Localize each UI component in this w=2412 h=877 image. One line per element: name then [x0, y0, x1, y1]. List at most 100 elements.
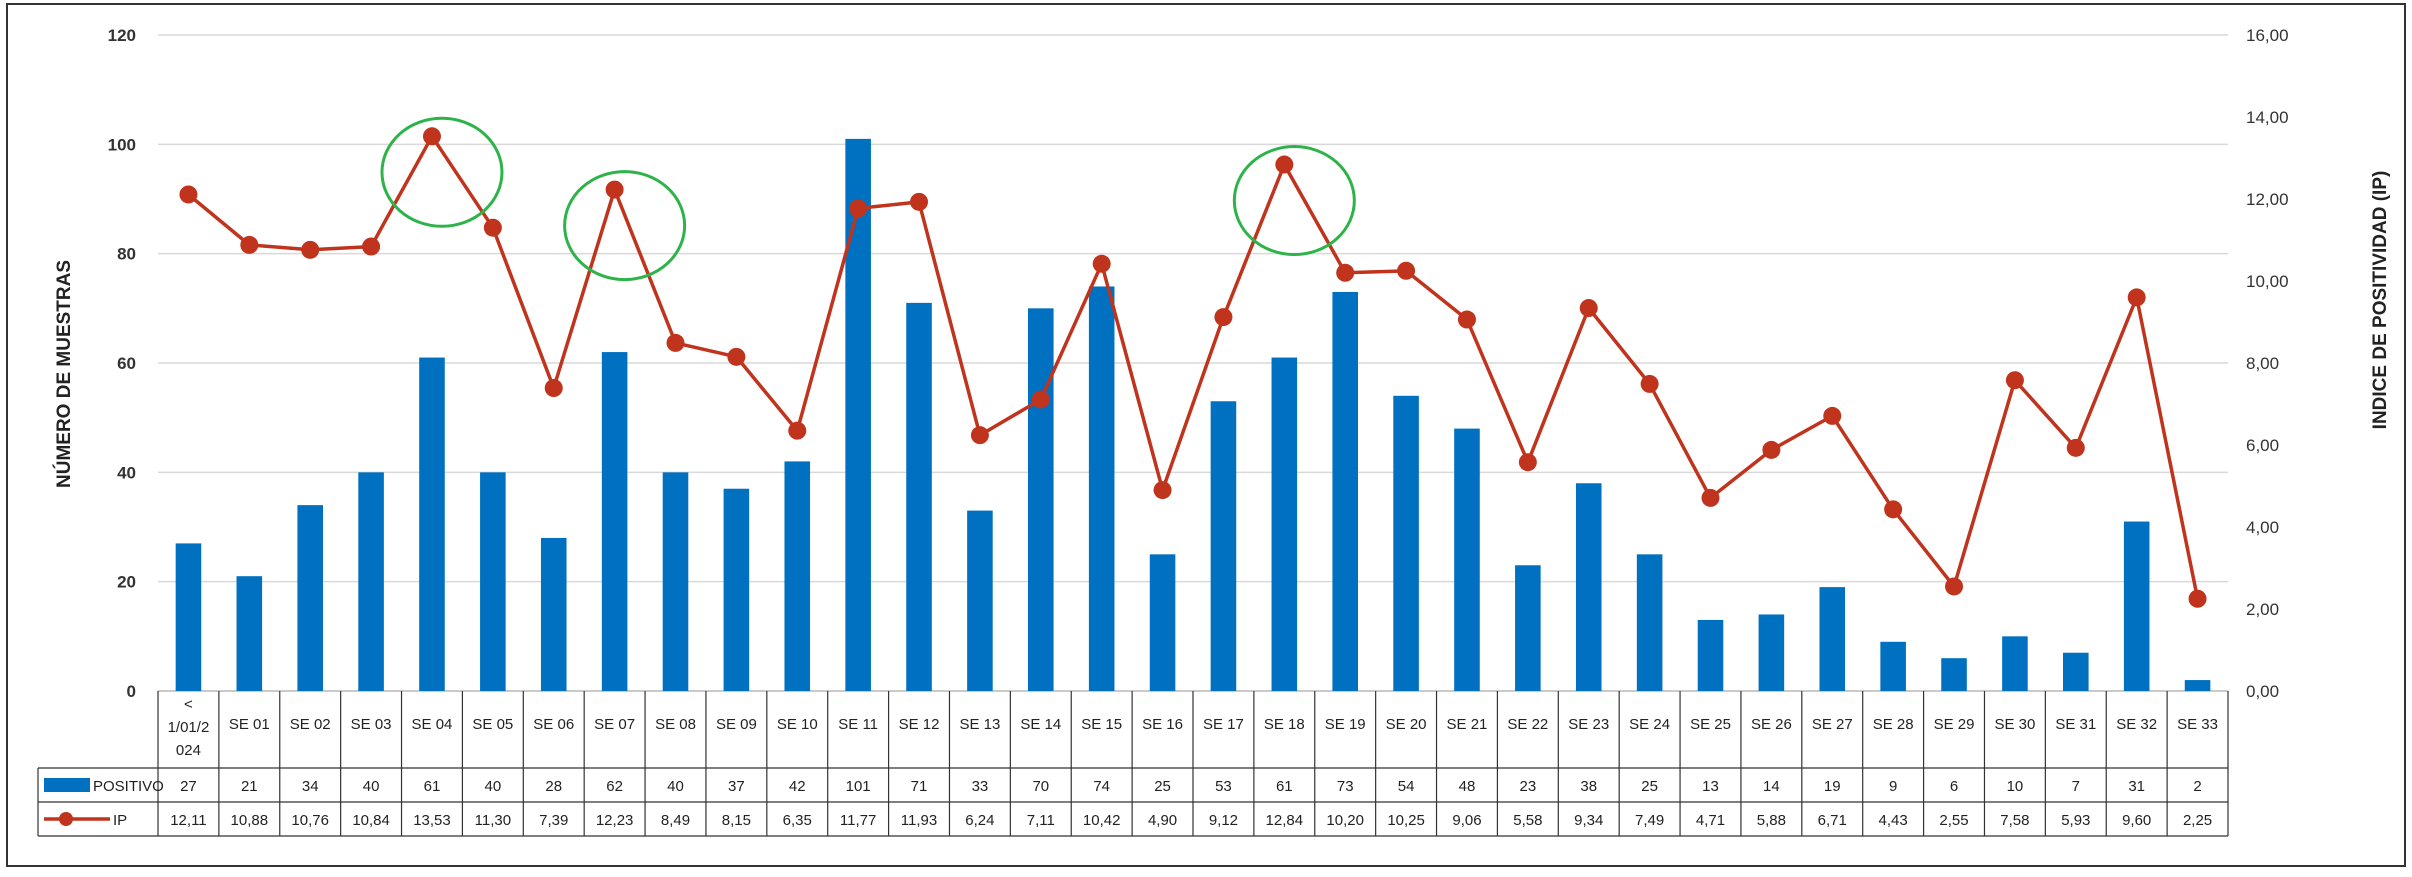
- ip-point: [1945, 577, 1964, 596]
- left-axis: 0 20 40 60 80 100 120: [108, 26, 136, 701]
- table-cell-ip: 11,30: [475, 812, 511, 829]
- table-cell-ip: 12,11: [170, 812, 206, 829]
- table-cell-ip: 12,23: [596, 812, 634, 829]
- x-tick-label: SE 12: [899, 716, 940, 733]
- x-tick-label: SE 04: [412, 716, 453, 733]
- y-tick-label-left: 0: [127, 682, 136, 701]
- x-tick-label: SE 06: [533, 716, 574, 733]
- legend-key-ip-marker: [59, 812, 73, 826]
- x-tick-label: SE 13: [959, 716, 1000, 733]
- ip-point: [1884, 500, 1903, 519]
- x-tick-label: SE 21: [1447, 716, 1488, 733]
- x-tick-label: SE 23: [1568, 716, 1609, 733]
- bar-positivo: [1941, 658, 1967, 691]
- table-cell-ip: 4,90: [1148, 812, 1177, 829]
- x-tick-label: SE 09: [716, 716, 757, 733]
- bar-positivo: [1819, 587, 1846, 691]
- y-tick-label-right: 12,00: [2246, 190, 2289, 209]
- ip-point: [1275, 155, 1294, 174]
- ip-point: [1031, 390, 1050, 409]
- bar-positivo: [1636, 554, 1663, 691]
- ip-point: [1457, 310, 1476, 329]
- table-cell-positivo: 13: [1702, 778, 1719, 795]
- table-cell-positivo: 61: [424, 778, 441, 795]
- ip-point: [970, 426, 989, 445]
- right-axis: 0,00 2,00 4,00 6,00 8,00 10,00 12,00 14,00 16,00: [2246, 26, 2289, 701]
- data-table: <1/01/2 024 SE 01 SE 02 SE 03 SE 04 SE 05 SE 06…: [37, 691, 2229, 837]
- table-cell-ip: 10,25: [1387, 812, 1425, 829]
- ip-point: [362, 237, 381, 256]
- bar-positivo: [358, 472, 384, 691]
- bar-positivo: [297, 505, 323, 691]
- table-cell-ip: 6,24: [965, 812, 994, 829]
- bar-positivo: [601, 352, 628, 691]
- x-tick-label: SE 11: [838, 716, 878, 733]
- y-axis-label-left: NÚMERO DE MUESTRAS: [53, 260, 75, 488]
- y-tick-label-right: 0,00: [2246, 682, 2279, 701]
- x-tick-label: SE 05: [472, 716, 513, 733]
- bar-positivo: [1880, 641, 1906, 691]
- bar-positivo: [540, 537, 567, 691]
- legend-label-positivo: POSITIVO: [93, 778, 164, 795]
- table-cell-positivo: 40: [363, 778, 380, 795]
- bar-positivo: [1210, 401, 1237, 691]
- table-cell-ip: 4,71: [1696, 812, 1725, 829]
- ip-point: [1518, 453, 1537, 472]
- x-tick-label: SE 24: [1629, 716, 1670, 733]
- bar-positivo: [1028, 308, 1054, 691]
- table-cell-positivo: 37: [728, 778, 745, 795]
- bar-positivo: [1088, 286, 1115, 691]
- table-cell-positivo: 19: [1824, 778, 1841, 795]
- bar-positivo: [967, 510, 993, 691]
- bar-positivo: [784, 461, 811, 691]
- ip-point: [2066, 438, 2085, 457]
- ip-point: [179, 185, 198, 204]
- table-cell-positivo: 62: [606, 778, 623, 795]
- ip-point: [1762, 440, 1781, 459]
- table-cell-positivo: 71: [911, 778, 928, 795]
- x-tick-label: SE 07: [594, 716, 635, 733]
- x-tick-label: SE 03: [351, 716, 392, 733]
- ip-point: [240, 235, 259, 254]
- table-cell-ip: 6,35: [783, 812, 812, 829]
- ip-line: [187, 134, 2200, 600]
- ip-point: [2005, 371, 2024, 390]
- x-tick-label: SE 30: [1994, 716, 2035, 733]
- ip-point: [1823, 406, 1842, 425]
- table-cell-positivo: 53: [1215, 778, 1232, 795]
- bar-positivo: [1697, 619, 1724, 691]
- table-cell-positivo: 54: [1398, 778, 1415, 795]
- ip-point: [483, 218, 502, 237]
- table-cell-positivo: 74: [1093, 778, 1110, 795]
- table-cell-positivo: 38: [1580, 778, 1597, 795]
- y-tick-label-left: 80: [117, 245, 136, 264]
- legend-label-ip: IP: [113, 812, 127, 829]
- bar-positivo: [1454, 428, 1480, 691]
- table-cell-ip: 11,93: [901, 812, 937, 829]
- table-cell-positivo: 25: [1154, 778, 1171, 795]
- bar-series-positivo: [175, 138, 2211, 691]
- table-cell-ip: 7,11: [1027, 812, 1055, 829]
- x-tick-label: SE 32: [2116, 716, 2157, 733]
- table-cell-positivo: 21: [241, 778, 258, 795]
- ip-point: [422, 127, 441, 146]
- table-cell-ip: 13,53: [413, 812, 451, 829]
- table-cell-ip: 6,71: [1818, 812, 1847, 829]
- highlight-circles: [380, 116, 1356, 282]
- bar-positivo: [662, 472, 689, 691]
- table-cell-ip: 11,77: [840, 812, 876, 829]
- x-tick-label: SE 17: [1203, 716, 1244, 733]
- table-cell-ip: 5,88: [1757, 812, 1786, 829]
- table-cell-ip: 7,39: [539, 812, 568, 829]
- table-cell-ip: 10,84: [352, 812, 390, 829]
- ip-point: [301, 240, 320, 259]
- bar-positivo: [2184, 680, 2211, 691]
- bar-positivo: [1575, 483, 1602, 691]
- y-tick-label-left: 20: [117, 573, 136, 592]
- x-tick-label: SE 18: [1264, 716, 1305, 733]
- x-tick-label: SE 14: [1020, 716, 1061, 733]
- x-tick-label: SE 02: [290, 716, 331, 733]
- bar-positivo: [845, 138, 871, 691]
- x-tick-label: SE 33: [2177, 716, 2218, 733]
